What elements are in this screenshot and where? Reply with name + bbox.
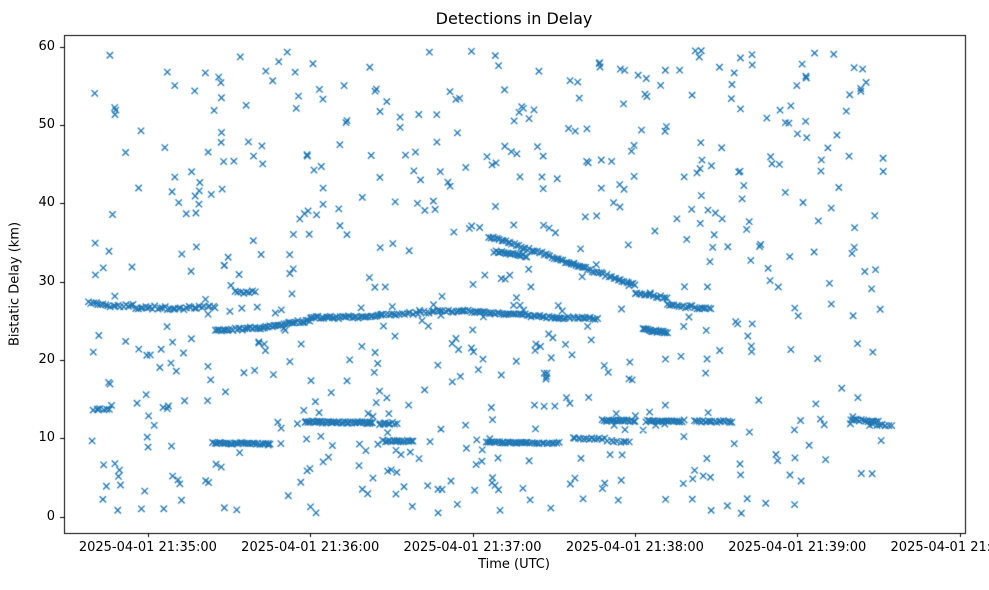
y-tick-label: 40 [38, 195, 55, 211]
x-tick-label: 2025-04-01 21:35:00 [78, 540, 217, 555]
y-tick-label: 10 [38, 430, 55, 446]
y-tick-label: 50 [38, 117, 55, 133]
x-tick-label: 2025-04-01 21:37:00 [403, 540, 542, 555]
y-tick-label: 60 [38, 38, 55, 54]
x-tick-label: 2025-04-01 21:40:00 [890, 540, 989, 555]
x-axis-label: Time (UTC) [478, 557, 550, 572]
chart-title: Detections in Delay [435, 9, 593, 28]
y-tick-label: 30 [38, 273, 55, 289]
x-tick-label: 2025-04-01 21:36:00 [241, 540, 380, 555]
y-tick-label: 20 [38, 351, 55, 367]
x-tick-label: 2025-04-01 21:39:00 [728, 540, 867, 555]
x-tick-label: 2025-04-01 21:38:00 [565, 540, 704, 555]
y-tick-label: 0 [46, 508, 55, 524]
